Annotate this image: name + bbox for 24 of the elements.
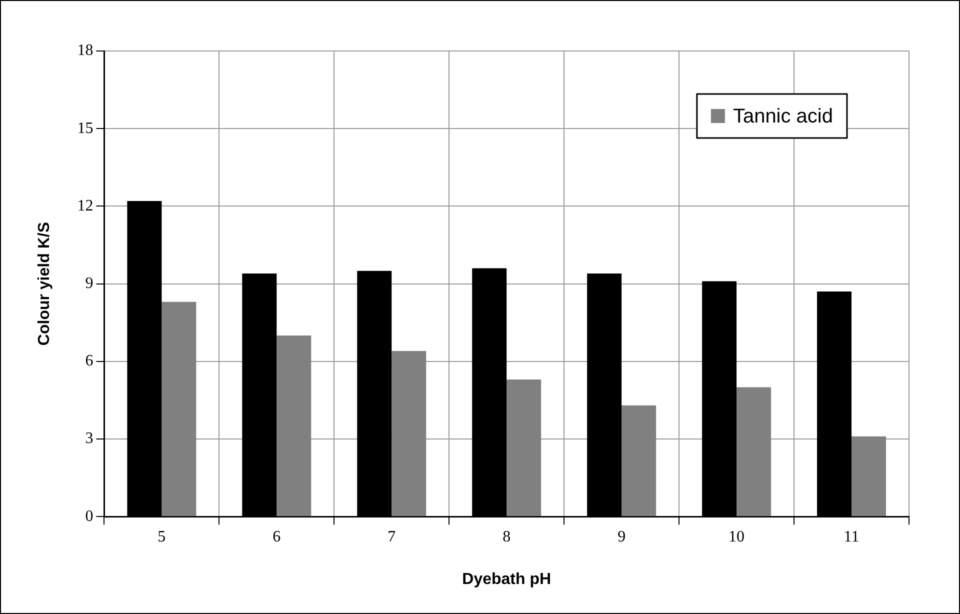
y-tick-label: 6 (85, 352, 94, 370)
y-tick-label: 12 (77, 197, 94, 214)
bar (276, 336, 312, 516)
y-tick-label: 3 (85, 430, 94, 448)
y-tick-label: 9 (85, 275, 94, 292)
x-tick-label: 8 (502, 528, 511, 546)
y-tick-label: 0 (85, 508, 94, 525)
x-tick-label: 9 (618, 528, 626, 546)
bar (852, 436, 886, 516)
x-tick-label: 11 (844, 528, 860, 546)
y-tick-label: 18 (77, 42, 94, 60)
x-tick-label: 6 (272, 528, 281, 546)
bar (622, 405, 656, 516)
bar (506, 380, 542, 516)
x-tick-label: 7 (388, 528, 396, 546)
x-axis-title: Dyebath pH (462, 570, 552, 588)
legend-label: Tannic acid (732, 106, 834, 128)
y-axis-title: Colour yield K/S (36, 222, 54, 346)
bar (736, 387, 772, 516)
x-tick-label: 10 (728, 528, 745, 546)
bar (392, 351, 426, 516)
x-tick-label: 5 (158, 528, 166, 546)
bar (162, 302, 196, 516)
y-tick-label: 15 (77, 120, 94, 137)
